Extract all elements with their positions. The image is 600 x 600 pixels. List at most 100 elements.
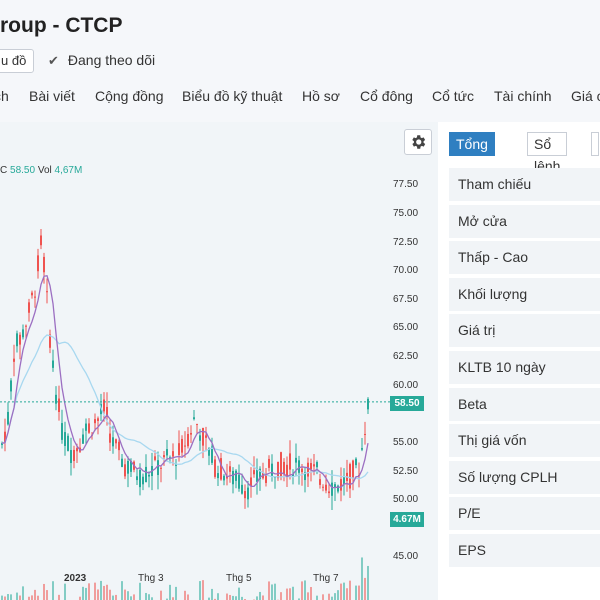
candle-body (208, 448, 210, 456)
candle-body (304, 472, 306, 481)
volume-bar (349, 580, 351, 600)
volume-bar (211, 588, 213, 600)
tab-financials[interactable]: Tài chính (494, 88, 552, 104)
candle-body (220, 458, 222, 480)
volume-bar (361, 557, 363, 600)
row-value: Giá trị (449, 314, 600, 347)
volume-bar (85, 587, 87, 600)
candle-body (331, 482, 333, 496)
volume-bar (130, 596, 132, 600)
tab-price[interactable]: Giá c (571, 88, 600, 104)
volume-bar (4, 596, 6, 600)
candle-body (217, 473, 219, 479)
volume-bar (217, 593, 219, 600)
chart-settings-button[interactable] (404, 129, 432, 155)
volume-bar (274, 583, 276, 600)
follow-label: Đang theo dõi (67, 52, 156, 68)
volume-bar (307, 592, 309, 600)
tab-partial[interactable]: ch (0, 88, 9, 104)
candle-body (145, 466, 147, 483)
ohlc-readout: C 58.50 Vol 4,67M (0, 165, 82, 176)
candle-body (121, 458, 123, 467)
volume-bar (199, 581, 201, 600)
volume-bar (343, 582, 345, 600)
volume-bar (7, 594, 9, 600)
y-tick: 45.00 (393, 551, 419, 562)
vol-label: Vol (37, 165, 52, 176)
row-open: Mở cửa (449, 205, 600, 238)
tab-posts[interactable]: Bài viết (29, 88, 75, 104)
tab-order-book[interactable]: Sổ lệnh (527, 132, 568, 174)
tab-dividends[interactable]: Cổ tức (432, 88, 475, 104)
candle-body (148, 474, 150, 477)
price-chart[interactable] (0, 122, 438, 600)
candle-body (112, 437, 114, 447)
candle-body (286, 464, 288, 477)
volume-bar (166, 598, 168, 600)
volume-bar (172, 597, 174, 600)
volume-bar (148, 594, 150, 600)
volume-bar (109, 589, 111, 600)
candle-body (352, 460, 354, 479)
candle-body (334, 484, 336, 488)
volume-bar (1, 595, 3, 600)
candle-body (124, 464, 126, 477)
candlestick-chart[interactable] (0, 122, 438, 600)
volume-bar (115, 594, 117, 600)
candle-body (25, 325, 27, 327)
candle-body (193, 417, 195, 420)
follow-button[interactable]: ✔ Đang theo dõi (48, 52, 155, 69)
candle-body (115, 439, 117, 444)
volume-bar (103, 585, 105, 600)
candle-body (340, 479, 342, 491)
chart-button[interactable]: u đồ (0, 49, 35, 73)
candle-body (154, 456, 156, 460)
candle-body (109, 433, 111, 443)
tab-shareholders[interactable]: Cổ đông (360, 88, 413, 104)
close-value: 58.50 (10, 165, 36, 176)
candle-body (349, 464, 351, 489)
fast-moving-average-line (1, 274, 369, 489)
candle-body (202, 427, 204, 446)
volume-bar (133, 594, 135, 600)
row-shares-outstanding: Số lượng CPLH (449, 461, 600, 494)
volume-bar (34, 589, 36, 600)
volume-bar (112, 595, 114, 600)
candle-body (118, 441, 120, 451)
x-tick: 2023 (64, 573, 87, 584)
volume-bar (337, 590, 339, 600)
tab-partial-next[interactable] (591, 132, 599, 156)
candle-body (157, 460, 159, 476)
volume-bar (235, 596, 237, 600)
volume-bar (37, 595, 39, 600)
candle-body (310, 463, 312, 470)
candle-body (46, 291, 48, 293)
candle-body (355, 458, 357, 466)
candle-body (97, 418, 99, 421)
candle-body (70, 450, 72, 464)
candle-body (364, 433, 366, 435)
volume-bar (364, 577, 366, 600)
ohlc-prefix: C (0, 165, 8, 176)
candle-body (163, 455, 165, 458)
candle-body (19, 334, 21, 345)
row-low-high: Thấp - Cao (449, 241, 600, 274)
candle-body (292, 473, 294, 477)
volume-bar (268, 581, 270, 600)
last-price-tag: 58.50 (390, 396, 424, 411)
y-tick: 62.50 (393, 351, 419, 362)
candle-body (58, 398, 60, 412)
tab-community[interactable]: Cộng đồng (95, 88, 164, 104)
volume-bar (208, 597, 210, 600)
candle-body (247, 487, 249, 500)
tab-overview[interactable]: Tổng hợp (449, 132, 495, 174)
volume-bar (16, 592, 18, 600)
candle-body (238, 474, 240, 489)
candle-body (205, 435, 207, 438)
candle-body (22, 329, 24, 338)
candle-body (10, 380, 12, 392)
tab-technical-chart[interactable]: Biểu đồ kỹ thuật (182, 88, 283, 104)
candle-body (244, 491, 246, 499)
tab-profile[interactable]: Hồ sơ (302, 88, 340, 104)
candle-body (250, 477, 252, 487)
